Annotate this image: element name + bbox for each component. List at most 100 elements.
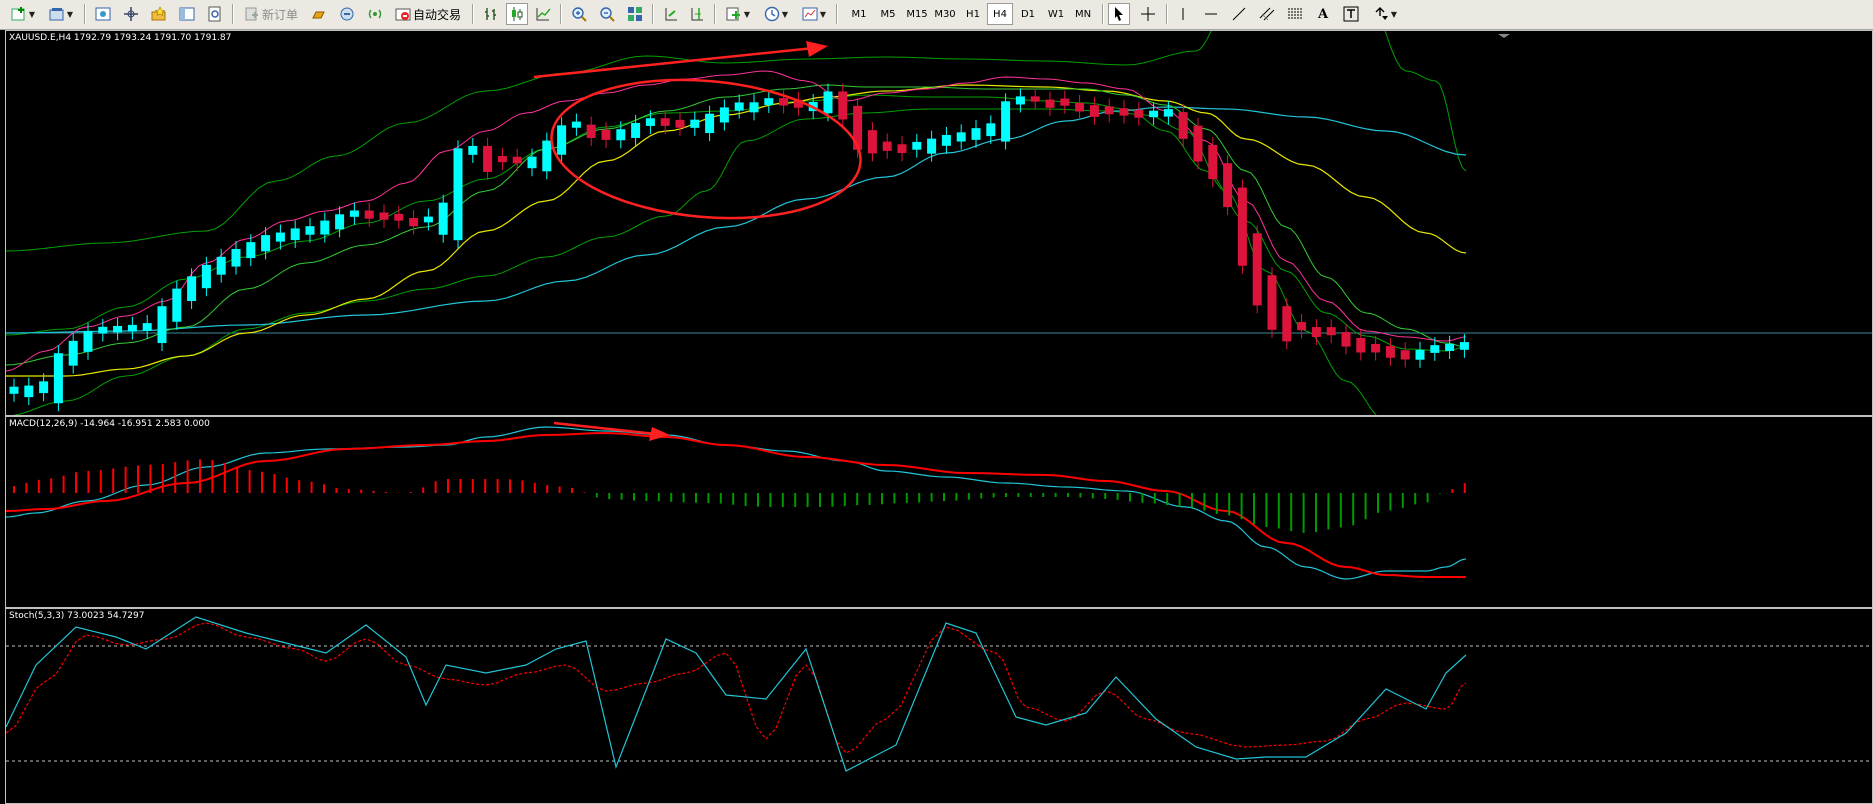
- zoom-in-button[interactable]: [568, 3, 590, 25]
- candle-body: [1134, 109, 1144, 118]
- trendline-button[interactable]: [1228, 3, 1250, 25]
- candle-body: [1326, 327, 1336, 336]
- candle-body: [201, 264, 211, 289]
- tf-h4-button[interactable]: H4: [987, 3, 1013, 25]
- candle-body: [986, 123, 996, 137]
- candle-body: [483, 145, 493, 172]
- zoom-out-button[interactable]: [596, 3, 618, 25]
- candle-body: [1445, 343, 1455, 351]
- arrows-button[interactable]: ▼: [1368, 3, 1402, 25]
- fibonacci-button[interactable]: [1284, 3, 1306, 25]
- candle-body: [394, 213, 404, 221]
- crosshair-move-icon: [124, 7, 138, 21]
- candle-body: [335, 214, 345, 230]
- metaeditor-button[interactable]: [336, 3, 358, 25]
- text-label-button[interactable]: [1340, 3, 1362, 25]
- vertical-line-button[interactable]: [1172, 3, 1194, 25]
- candle-body: [1237, 187, 1247, 266]
- candle-body: [749, 102, 759, 113]
- tf-m5-button[interactable]: M5: [880, 8, 896, 20]
- cursor-button[interactable]: [1108, 3, 1130, 25]
- candle-body: [734, 102, 744, 111]
- price-pane[interactable]: XAUUSD.E,H4 1792.79 1793.24 1791.70 1791…: [5, 30, 1873, 416]
- tf-w1-button[interactable]: W1: [1047, 8, 1065, 20]
- candle-body: [305, 226, 315, 235]
- candle-body: [157, 306, 167, 344]
- candle-body: [557, 125, 567, 155]
- candle-body: [142, 323, 152, 331]
- macd-annotation-arrow-head: [649, 427, 670, 441]
- candle-body: [912, 141, 922, 150]
- data-window-button[interactable]: [120, 3, 142, 25]
- candle-body: [1060, 98, 1070, 106]
- candle-body: [764, 98, 774, 105]
- new-order-button[interactable]: 新订单: [240, 3, 302, 25]
- stoch-chart[interactable]: [6, 609, 1872, 803]
- candle-body: [320, 220, 330, 235]
- candle-body: [838, 91, 848, 120]
- signals-button[interactable]: [364, 3, 386, 25]
- horizontal-line-button[interactable]: [1200, 3, 1222, 25]
- bar-chart-button[interactable]: [480, 3, 502, 25]
- indicators-button[interactable]: ▼: [722, 3, 754, 25]
- text-button[interactable]: A: [1312, 3, 1334, 25]
- candle-body: [675, 119, 685, 128]
- macd-chart[interactable]: [6, 417, 1872, 607]
- zoom-in-icon: [572, 7, 587, 22]
- autoscroll-button[interactable]: [660, 3, 682, 25]
- tf-h1-button[interactable]: H1: [966, 8, 980, 20]
- tf-m30-button[interactable]: M30: [934, 8, 956, 20]
- stoch-pane-label: Stoch(5,3,3) 73.0023 54.7297: [9, 611, 145, 621]
- macd-annotation-arrow-line: [553, 421, 657, 436]
- candle-body: [927, 138, 937, 154]
- chart-shift-icon: [691, 8, 703, 21]
- line-chart-button[interactable]: [532, 3, 554, 25]
- candle-body: [1415, 349, 1425, 360]
- candle-body: [275, 232, 285, 242]
- candle-body: [660, 118, 670, 126]
- market-watch-button[interactable]: [92, 3, 114, 25]
- profiles-icon: [49, 8, 64, 21]
- terminal-button[interactable]: [176, 3, 198, 25]
- bollinger-lower-line: [12, 108, 1377, 415]
- tf-mn-button[interactable]: MN: [1074, 8, 1092, 20]
- chart-shift-button[interactable]: [686, 3, 708, 25]
- tf-m15-button[interactable]: M15: [906, 8, 928, 20]
- history-center-button[interactable]: [308, 3, 330, 25]
- bar-chart-icon: [485, 8, 496, 20]
- candle-body: [1001, 101, 1011, 142]
- price-chart[interactable]: [6, 31, 1872, 415]
- autoscroll-icon: [665, 8, 677, 21]
- indicators-icon: [726, 7, 740, 21]
- candle-body: [409, 217, 419, 227]
- text-label-icon: [1343, 6, 1359, 22]
- macd-pane[interactable]: MACD(12,26,9) -14.964 -16.951 2.583 0.00…: [5, 416, 1873, 608]
- candle-body: [1208, 144, 1218, 180]
- stoch-signal-line: [6, 622, 1467, 754]
- candle-body: [705, 113, 715, 134]
- new-chart-button[interactable]: ▼: [6, 3, 40, 25]
- new-order-label: 新订单: [261, 7, 298, 22]
- tf-d1-button[interactable]: D1: [1020, 8, 1036, 20]
- fibonacci-icon: [1288, 8, 1302, 19]
- strategy-tester-button[interactable]: [204, 3, 226, 25]
- crosshair-button[interactable]: [1137, 3, 1159, 25]
- profiles-button[interactable]: ▼: [44, 3, 78, 25]
- tile-windows-button[interactable]: [624, 3, 646, 25]
- candle-body: [1030, 96, 1040, 102]
- candlestick-button[interactable]: [506, 3, 528, 25]
- templates-button[interactable]: ▼: [798, 3, 830, 25]
- channel-button[interactable]: [1256, 3, 1278, 25]
- candle-body: [971, 128, 981, 140]
- navigator-button[interactable]: [148, 3, 170, 25]
- candle-body: [882, 141, 892, 151]
- zoom-out-icon: [600, 7, 615, 22]
- candlestick-icon: [512, 7, 523, 21]
- candle-body: [379, 212, 389, 220]
- periods-button[interactable]: ▼: [760, 3, 792, 25]
- candle-body: [1341, 332, 1351, 347]
- ma-slow-line: [6, 84, 1467, 377]
- stoch-pane[interactable]: Stoch(5,3,3) 73.0023 54.7297: [5, 608, 1873, 804]
- tf-m1-button[interactable]: M1: [851, 8, 867, 20]
- auto-trading-button[interactable]: 自动交易: [392, 3, 464, 25]
